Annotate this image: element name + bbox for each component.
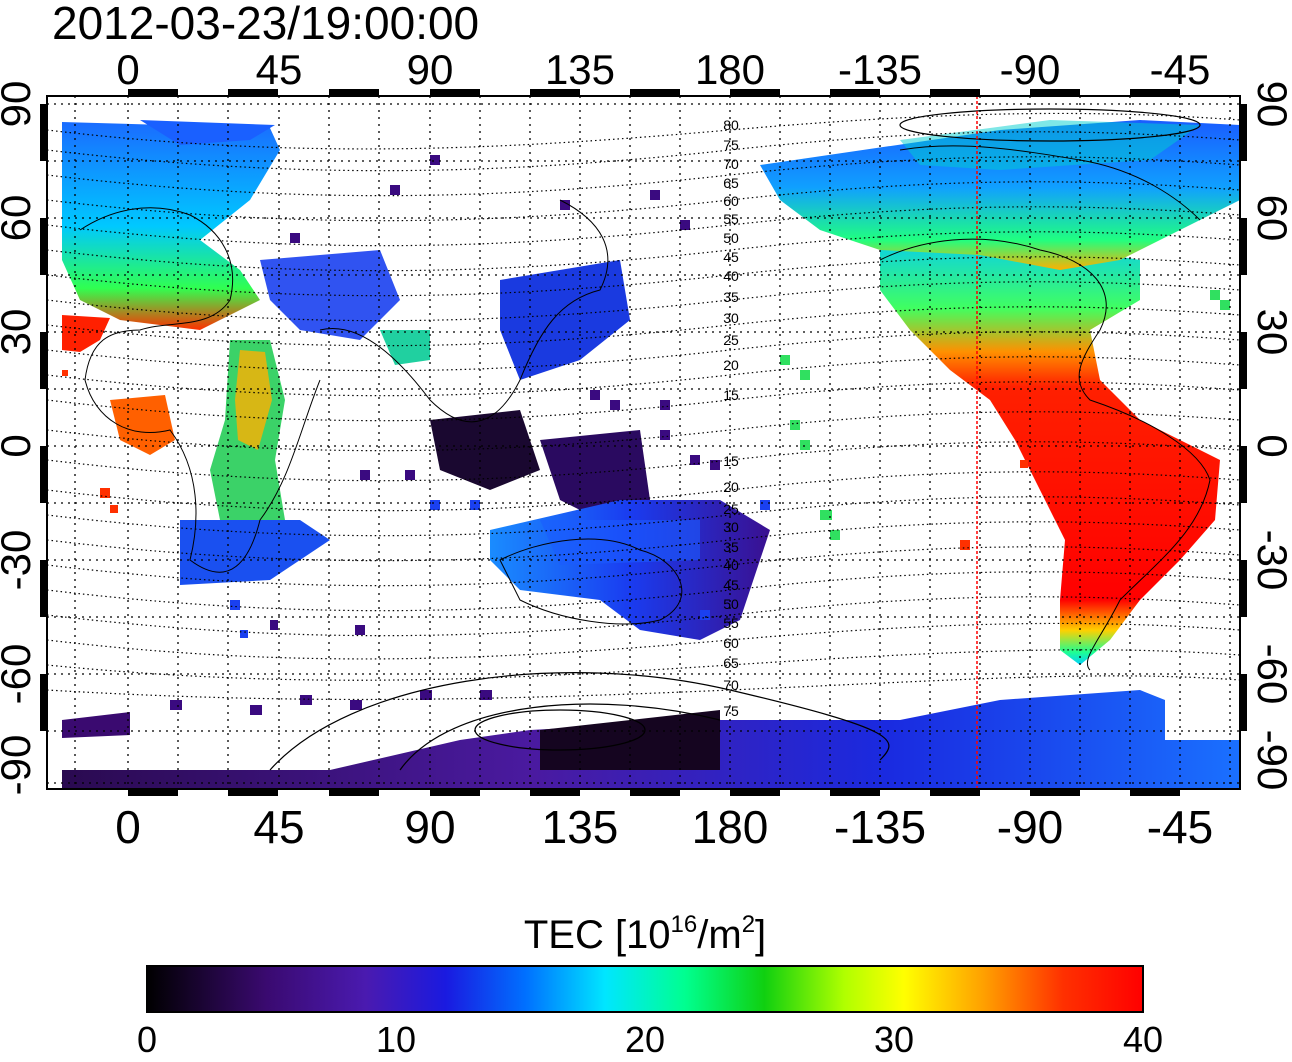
contour-label: 20 [723,357,739,373]
lon-bottom-label: -45 [1147,801,1213,853]
contour-label: 15 [723,453,739,469]
contour-label: 35 [723,539,739,555]
contour-label: 40 [723,268,739,284]
lat-left-label: 0 [0,434,39,457]
contour-label: 40 [723,557,739,573]
colorbar [146,965,1144,1013]
lon-bottom-label: 180 [692,801,769,853]
lat-left-label: -90 [0,735,39,796]
colorbar-tick-label: 0 [137,1019,157,1057]
lat-left-label: -60 [0,644,39,705]
right-latitude-labels: 90 60 30 0 -30 -60 -90 [1249,81,1292,791]
lat-left-label: 90 [0,81,39,128]
contour-label: 45 [723,577,739,593]
contour-label: 25 [723,501,739,517]
contour-label: 60 [723,193,739,209]
contour-label: 25 [723,332,739,348]
colorbar-title: TEC [1016/m2] [524,911,766,957]
contour-label: 75 [723,703,739,719]
contour-label: 70 [723,156,739,172]
contour-label: 65 [723,655,739,671]
lon-top-label: 45 [256,46,303,93]
lat-right-label: 60 [1249,195,1292,242]
contour-label: 50 [723,596,739,612]
lon-bottom-label: 135 [542,801,619,853]
contour-label: 50 [723,230,739,246]
contour-label: 30 [723,310,739,326]
top-longitude-labels: 0 45 90 135 180 -135 -90 -45 [116,46,1210,93]
contour-label: 70 [723,677,739,693]
lon-top-label: -135 [838,46,922,93]
lat-right-label: -60 [1249,644,1292,705]
polar-contours [269,108,1201,771]
colorbar-tick-label: 30 [874,1019,914,1057]
lat-right-label: 30 [1249,309,1292,356]
frame-ticks [40,89,1247,796]
magnetic-contours [47,112,1240,701]
lat-right-label: -30 [1249,530,1292,591]
contour-label: 15 [723,387,739,403]
lon-bottom-label: -135 [834,801,926,853]
colorbar-tick-label: 10 [376,1019,416,1057]
colorbar-tick-label: 20 [625,1019,665,1057]
lat-left-label: -30 [0,530,39,591]
contour-label: 60 [723,635,739,651]
colorbar-tick-label: 40 [1123,1019,1163,1057]
contour-label: 55 [723,615,739,631]
lon-top-label: 90 [407,46,454,93]
lon-bottom-label: 45 [253,801,304,853]
lon-top-label: -45 [1150,46,1211,93]
lon-top-label: -90 [1000,46,1061,93]
bottom-longitude-labels: 0 45 90 135 180 -135 -90 -45 [115,801,1213,853]
contour-label: 55 [723,211,739,227]
lon-top-label: 135 [545,46,615,93]
contour-label: 75 [723,137,739,153]
contour-labels-north: 80 75 70 65 60 55 50 45 40 35 30 25 20 1… [723,117,739,403]
lon-top-label: 180 [695,46,765,93]
contour-label: 20 [723,479,739,495]
lon-bottom-label: 0 [115,801,141,853]
lon-bottom-label: 90 [404,801,455,853]
tec-data-layer [62,120,1240,789]
lat-right-label: -90 [1249,730,1292,791]
lat-left-label: 30 [0,309,39,356]
colorbar-ticks: 0 10 20 30 40 [137,1019,1163,1060]
lon-top-label: 0 [116,46,139,93]
lat-right-label: 0 [1249,434,1292,457]
plot-title: 2012-03-23/19:00:00 [52,0,480,49]
contour-label: 45 [723,249,739,265]
contour-label: 80 [723,117,739,133]
lon-bottom-label: -90 [997,801,1063,853]
contour-label: 35 [723,289,739,305]
lat-left-label: 60 [0,195,39,242]
contour-label: 30 [723,519,739,535]
left-latitude-labels: 90 60 30 0 -30 -60 -90 [0,81,39,796]
lat-right-label: 90 [1249,81,1292,128]
graticule [47,96,1240,789]
contour-label: 65 [723,175,739,191]
contour-labels-south: 15 20 25 30 35 40 45 50 55 60 65 70 75 [723,453,739,719]
coastlines [79,145,1211,671]
